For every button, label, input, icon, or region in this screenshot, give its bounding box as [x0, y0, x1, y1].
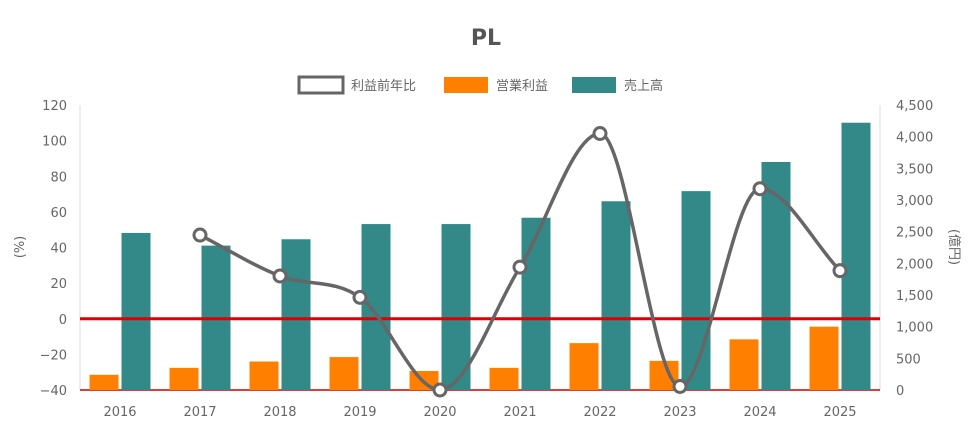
- bar-sales: [681, 191, 711, 390]
- left-tick-label: −20: [40, 348, 67, 363]
- left-tick-label: 80: [50, 170, 67, 185]
- bar-operating-profit: [89, 374, 119, 390]
- line-point-profit-yoy: [512, 259, 528, 275]
- line-point-profit-yoy: [592, 126, 608, 141]
- right-tick-label: 3,500: [896, 162, 933, 177]
- x-tick-label: 2016: [103, 405, 136, 420]
- right-tick-label: 3,000: [896, 194, 933, 209]
- bar-sales: [281, 239, 311, 390]
- line-point-profit-yoy: [352, 289, 368, 305]
- bar-sales: [121, 232, 151, 390]
- left-tick-label: 100: [42, 135, 67, 150]
- bar-sales: [441, 224, 471, 390]
- x-tick-label: 2022: [583, 405, 616, 420]
- line-point-profit-yoy: [752, 181, 768, 197]
- legend-swatch-sales[interactable]: [572, 77, 616, 93]
- bar-series: [89, 122, 871, 390]
- bar-operating-profit: [169, 367, 199, 390]
- x-tick-label: 2023: [663, 405, 696, 420]
- bar-operating-profit: [249, 361, 279, 390]
- right-tick-label: 4,000: [896, 131, 933, 146]
- left-tick-label: 40: [50, 242, 67, 257]
- left-axis-ticks: 120 100 80 60 40 20 0 −20 −40: [40, 99, 67, 399]
- line-point-profit-yoy: [432, 382, 448, 398]
- legend-swatch-line[interactable]: [297, 75, 345, 95]
- right-tick-label: 2,000: [896, 257, 933, 272]
- x-tick-label: 2019: [343, 405, 376, 420]
- legend-label-op-profit[interactable]: 営業利益: [496, 78, 548, 94]
- legend-swatch-op-profit[interactable]: [444, 77, 488, 93]
- bar-sales: [521, 217, 551, 390]
- line-series: [192, 126, 848, 398]
- legend-label-line[interactable]: 利益前年比: [351, 78, 416, 94]
- right-tick-label: 1,500: [896, 289, 933, 304]
- bar-operating-profit: [489, 367, 519, 390]
- left-tick-label: −40: [40, 384, 67, 399]
- line-profit-yoy: [199, 131, 842, 392]
- bar-sales: [841, 122, 871, 390]
- line-point-profit-yoy: [832, 263, 848, 279]
- right-axis-label: (億円): [946, 229, 962, 265]
- left-axis-label: (%): [13, 236, 28, 259]
- x-tick-label: 2025: [823, 405, 856, 420]
- left-tick-label: 0: [59, 313, 67, 328]
- x-tick-label: 2024: [743, 405, 776, 420]
- line-point-profit-yoy: [272, 268, 288, 284]
- x-tick-label: 2017: [183, 405, 216, 420]
- right-tick-label: 0: [896, 384, 904, 399]
- bar-operating-profit: [729, 339, 759, 390]
- bar-operating-profit: [569, 343, 599, 390]
- right-axis-ticks: 4,500 4,000 3,500 3,000 2,500 2,000 1,500 1,000…: [896, 99, 933, 399]
- left-tick-label: 120: [42, 99, 67, 114]
- bar-sales: [601, 201, 631, 390]
- bar-sales: [361, 224, 391, 390]
- bar-operating-profit: [329, 357, 359, 390]
- x-tick-label: 2021: [503, 405, 536, 420]
- line-point-profit-yoy: [192, 227, 208, 243]
- legend-label-sales[interactable]: 売上高: [624, 78, 663, 94]
- right-tick-label: 2,500: [896, 226, 933, 241]
- line-point-profit-yoy: [672, 378, 688, 394]
- x-tick-label: 2020: [423, 405, 456, 420]
- right-tick-label: 1,000: [896, 321, 933, 336]
- x-tick-label: 2018: [263, 405, 296, 420]
- left-tick-label: 60: [50, 206, 67, 221]
- right-tick-label: 500: [896, 352, 921, 367]
- chart-title: PL: [471, 26, 501, 51]
- right-tick-label: 4,500: [896, 99, 933, 114]
- chart-legend: 利益前年比 営業利益 売上高: [297, 75, 663, 95]
- x-axis-ticks: 2016 2017 2018 2019 2020 2021 2022 2023 2024 2025: [103, 405, 856, 420]
- bar-sales: [761, 162, 791, 390]
- left-tick-label: 20: [50, 277, 67, 292]
- bar-operating-profit: [809, 326, 839, 390]
